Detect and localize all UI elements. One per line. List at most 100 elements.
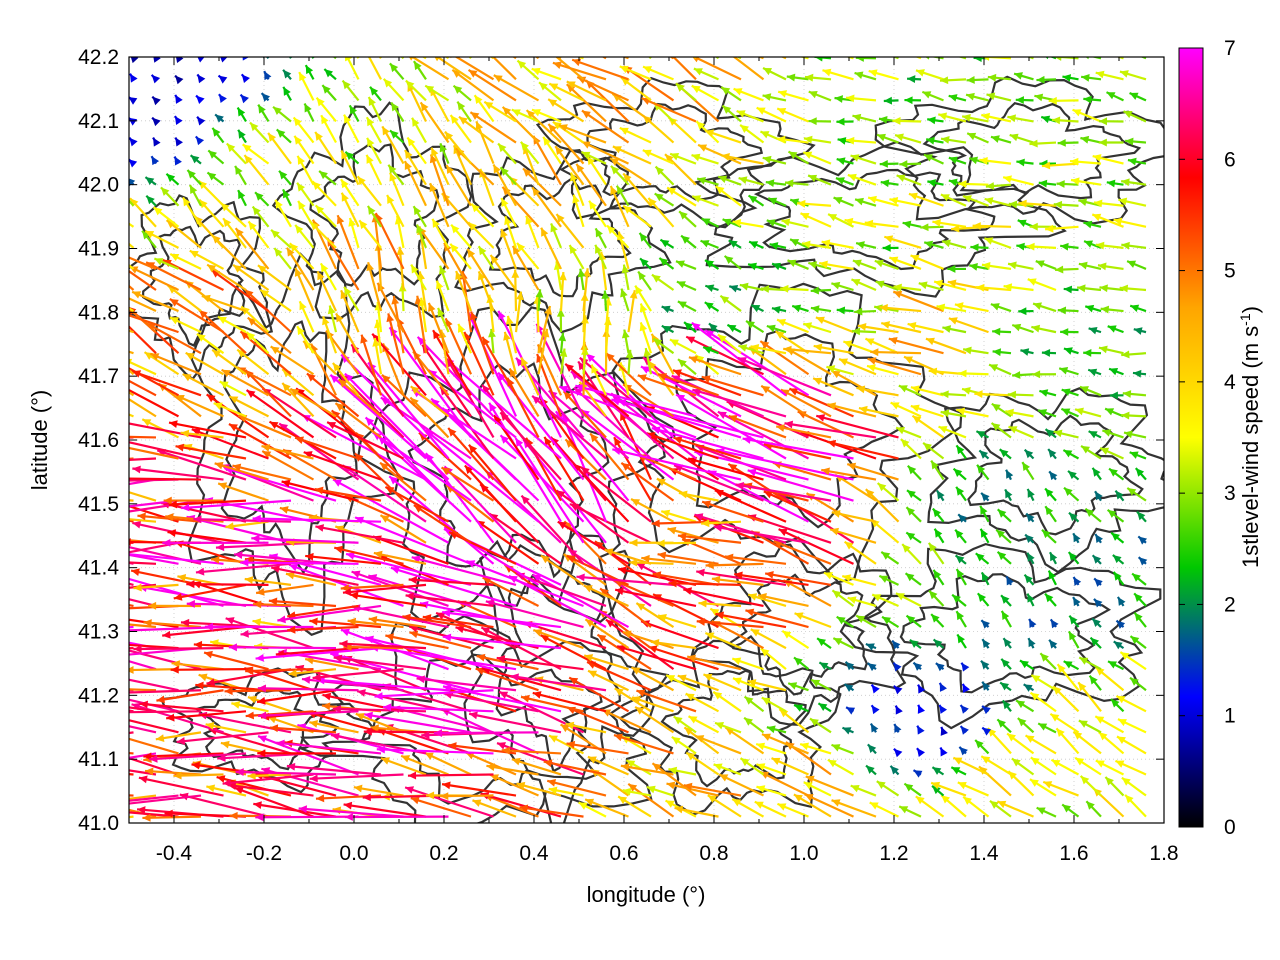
wind-vector <box>616 644 697 671</box>
wind-vector <box>880 551 900 565</box>
wind-vector-head <box>253 600 262 609</box>
wind-vector <box>980 755 1012 776</box>
wind-vector-head <box>557 521 567 530</box>
wind-vector-head <box>823 572 833 580</box>
wind-vector <box>981 638 991 649</box>
wind-vector <box>1052 685 1080 713</box>
wind-vector <box>255 647 382 662</box>
wind-vector-head <box>1068 552 1077 561</box>
wind-vector-head <box>355 713 365 721</box>
wind-vector-head <box>978 766 988 775</box>
wind-vector-head <box>747 679 757 687</box>
wind-vector <box>781 629 810 650</box>
wind-vector-head <box>110 644 119 652</box>
wind-vector-head <box>578 802 588 810</box>
wind-vector-shaft <box>402 615 472 629</box>
wind-vector-shaft <box>408 578 494 586</box>
wind-vector <box>501 746 562 755</box>
wind-vector-head <box>373 550 383 559</box>
wind-vector <box>1047 570 1057 586</box>
wind-vector-head <box>1040 653 1049 662</box>
wind-vector-shaft <box>520 695 584 713</box>
wind-vector <box>1030 674 1057 692</box>
wind-vector-head <box>1095 667 1105 676</box>
wind-vector <box>954 554 967 565</box>
wind-vector <box>1015 699 1035 713</box>
wind-vector <box>440 792 494 801</box>
wind-vector-head <box>817 638 827 647</box>
wind-vector-head <box>904 783 914 792</box>
wind-vector-shaft <box>782 579 832 607</box>
wind-vector <box>129 541 179 554</box>
wind-vector-shaft <box>481 667 562 692</box>
wind-vector <box>931 766 945 776</box>
wind-vector-shaft <box>777 492 855 544</box>
wind-vector <box>129 794 179 802</box>
wind-vector-head <box>777 803 787 811</box>
wind-vector-head <box>1110 699 1120 708</box>
wind-vector <box>1137 535 1148 545</box>
wind-vector-head <box>846 707 856 715</box>
wind-vector-head <box>133 583 142 592</box>
wind-vector <box>764 570 832 586</box>
wind-vector-shaft <box>613 579 674 607</box>
wind-vector <box>1017 717 1035 734</box>
wind-vector <box>668 766 697 776</box>
wind-vector-shaft <box>162 625 247 637</box>
wind-vector-head <box>778 529 788 537</box>
wind-vector-head <box>389 476 399 485</box>
wind-vector-head <box>476 653 486 662</box>
wind-vector <box>905 531 922 544</box>
wind-vector-head <box>106 225 115 233</box>
wind-vector-head <box>1112 554 1122 564</box>
wind-vector-shaft <box>668 582 742 587</box>
wind-vector <box>257 684 359 693</box>
wind-vector-head <box>977 593 987 603</box>
wind-vector-shaft <box>694 513 787 544</box>
wind-vector-head <box>732 657 742 665</box>
wind-vector-shaft <box>640 620 719 650</box>
wind-vector <box>677 532 742 544</box>
wind-vector-head <box>715 611 725 620</box>
wind-vector-head <box>1025 534 1034 544</box>
wind-vector <box>472 799 517 818</box>
wind-vector <box>981 705 991 715</box>
wind-vector-shaft <box>176 731 269 744</box>
wind-vector <box>129 668 134 671</box>
wind-vector <box>938 704 948 714</box>
wind-vector-shaft <box>129 643 179 650</box>
wind-vector <box>989 799 1012 818</box>
wind-vector <box>869 801 899 818</box>
wind-vector <box>955 568 967 586</box>
wind-vector-shaft <box>443 692 539 713</box>
wind-vector-shaft <box>714 489 787 523</box>
wind-vector <box>599 587 652 628</box>
wind-vector <box>1094 715 1125 734</box>
wind-vector <box>865 764 877 776</box>
wind-vector <box>777 802 809 818</box>
wind-vector <box>714 721 742 734</box>
wind-vector <box>673 715 697 734</box>
wind-vector <box>916 747 926 757</box>
wind-vector-head <box>981 572 990 582</box>
wind-vector <box>651 762 697 797</box>
wind-vector <box>771 757 809 776</box>
wind-vector <box>584 798 629 818</box>
contour-line <box>922 101 1142 200</box>
wind-vector-shaft <box>179 793 269 818</box>
wind-vector-shaft <box>370 645 517 671</box>
wind-vector-head <box>442 684 452 692</box>
wind-vector-shaft <box>351 570 449 608</box>
wind-vector-head <box>133 645 142 653</box>
wind-vector-shaft <box>701 500 764 523</box>
wind-vector <box>309 617 382 629</box>
wind-vector-head <box>516 781 526 790</box>
wind-vector <box>129 553 224 565</box>
wind-vector-head <box>587 756 597 764</box>
wind-vector-head <box>333 479 343 487</box>
wind-vector-head <box>1116 696 1126 704</box>
wind-vector-shaft <box>307 711 382 734</box>
wind-vector-shaft <box>422 615 494 629</box>
wind-vector <box>258 710 359 720</box>
wind-vector-head <box>1075 757 1085 766</box>
